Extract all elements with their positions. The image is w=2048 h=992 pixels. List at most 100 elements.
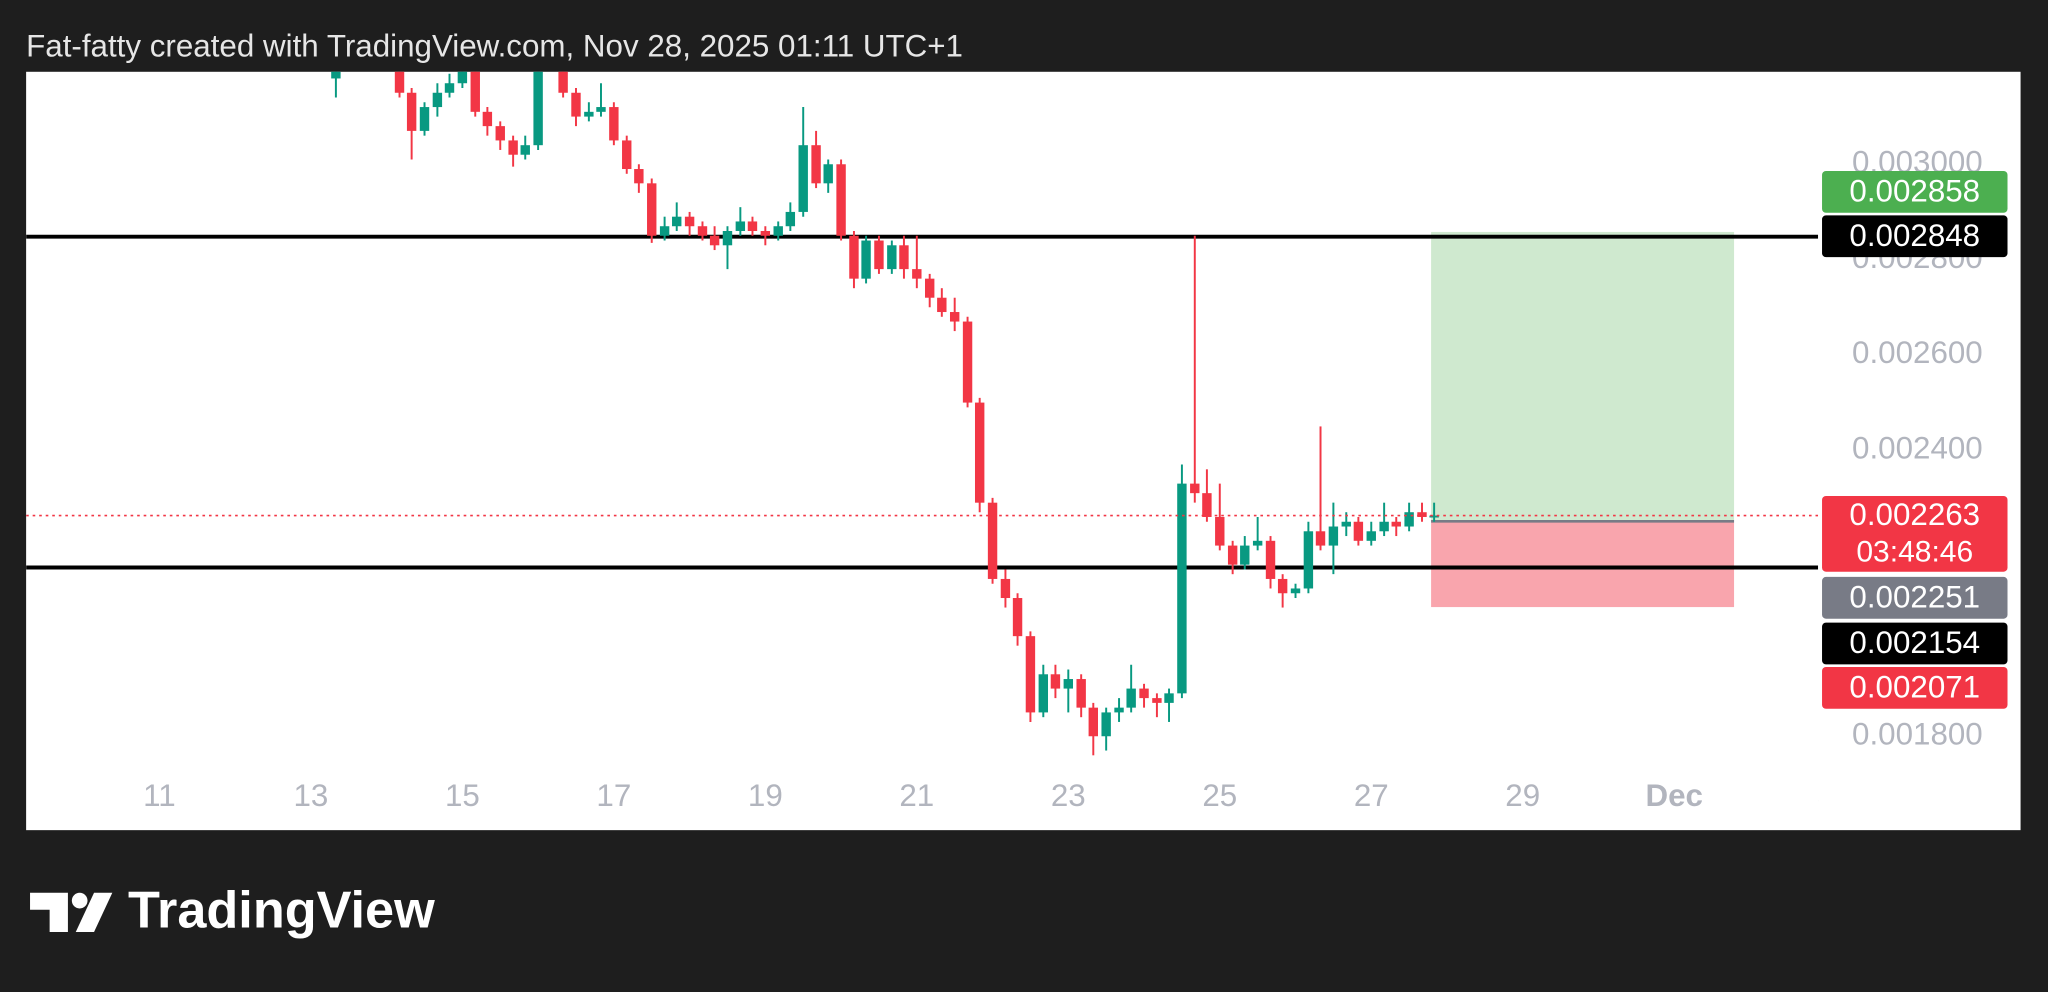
candle-body — [1277, 578, 1288, 594]
candle-body — [1353, 521, 1364, 541]
price-label-bg — [1822, 666, 2008, 709]
y-tick-label: 0.002400 — [1852, 431, 1983, 466]
candle-body — [470, 71, 480, 112]
candle-body — [1417, 512, 1427, 517]
price-label-bg — [1822, 215, 2008, 258]
logo-mark — [75, 892, 113, 932]
candle-body — [987, 502, 998, 579]
pane — [26, 71, 1819, 756]
candle-body — [622, 140, 632, 170]
candle-body — [684, 216, 695, 227]
x-tick-label: 3 — [1817, 778, 1834, 813]
candle-body — [1025, 636, 1036, 713]
price-label-bg — [1822, 622, 2008, 665]
x-tick-label: 11 — [143, 778, 176, 813]
candle-body — [823, 164, 833, 184]
price-label-bg — [1822, 576, 2008, 619]
last-price-label-bg — [1822, 496, 2008, 572]
x-axis: 11 13 15 17 19 21 23 25 27 29 Dec 3 — [143, 778, 1834, 813]
candle-body — [584, 111, 594, 117]
candle-body — [924, 278, 935, 298]
candle-body — [1101, 712, 1111, 737]
candle-body — [697, 226, 708, 236]
candle-body — [1177, 483, 1187, 694]
candle-body — [1088, 707, 1098, 737]
candle-body — [874, 240, 884, 270]
candle-body — [1215, 516, 1225, 546]
candle-body — [1252, 540, 1263, 546]
candle-body — [596, 107, 606, 112]
logo-mark — [30, 892, 68, 932]
candle-body — [709, 235, 720, 246]
last-price-label: 0.002263 — [1849, 497, 1980, 532]
candle-body — [1012, 598, 1023, 637]
candle-body — [457, 71, 468, 84]
candle-body — [520, 145, 530, 155]
candle-body — [1076, 679, 1086, 708]
candle-body — [1126, 688, 1136, 708]
price-label-bg — [1822, 170, 2008, 213]
candle-body — [811, 145, 821, 184]
candle-body — [937, 297, 947, 313]
price-label: 0.002251 — [1849, 579, 1980, 614]
x-tick-label: 19 — [748, 778, 783, 813]
candle-body — [331, 71, 341, 79]
candle-body — [785, 211, 796, 227]
candle-body — [1303, 531, 1314, 589]
candle-body — [1404, 512, 1414, 527]
logo-mark — [71, 892, 88, 909]
candle-body — [1379, 521, 1389, 532]
price-label: 0.002848 — [1849, 218, 1980, 253]
candle-body — [609, 107, 619, 141]
x-tick-label: 21 — [899, 778, 934, 813]
price-label: 0.002858 — [1849, 173, 1980, 208]
candle-body — [722, 230, 733, 246]
candle-body — [1063, 679, 1074, 689]
candle-body — [1315, 531, 1326, 546]
candle-body — [912, 269, 922, 279]
candle-body — [735, 221, 746, 231]
candle-body — [1152, 698, 1162, 703]
candle-body — [508, 140, 518, 155]
candle-body — [798, 145, 808, 212]
candle-body — [558, 71, 568, 93]
candle-body — [647, 183, 657, 236]
price-label: 0.002071 — [1849, 669, 1980, 704]
x-tick-label: 25 — [1202, 778, 1237, 813]
candle-body — [949, 312, 960, 322]
candle-body — [887, 245, 897, 270]
candle-body — [406, 92, 417, 131]
candle-body — [444, 83, 455, 93]
candle-body — [760, 230, 771, 236]
y-tick-label: 0.002600 — [1852, 335, 1983, 370]
candle-body — [419, 107, 430, 131]
logo: TradingView — [30, 881, 435, 939]
x-tick-label: 17 — [596, 778, 631, 813]
candle-body — [849, 235, 859, 279]
candle-body — [962, 321, 973, 403]
candle-body — [1328, 526, 1339, 546]
candle-body — [634, 169, 644, 184]
target-zone — [1431, 231, 1735, 522]
stop-zone — [1431, 521, 1735, 608]
x-tick-label: 15 — [445, 778, 480, 813]
candle-body — [482, 111, 493, 127]
candle-body — [495, 126, 505, 141]
candle-body — [1190, 483, 1200, 494]
candle-body — [747, 221, 758, 231]
candle-body — [1290, 588, 1301, 594]
candle-body — [659, 226, 670, 236]
header-text: Fat-fatty created with TradingView.com, … — [26, 29, 963, 64]
x-tick-label: 13 — [293, 778, 328, 813]
x-tick-label: 23 — [1051, 778, 1086, 813]
candle-body — [1240, 545, 1250, 565]
y-tick-label: 0.001800 — [1852, 717, 1983, 752]
price-label: 0.002154 — [1849, 625, 1980, 660]
candle-body — [571, 92, 581, 117]
candle-body — [1139, 688, 1149, 699]
price-axis: 0.0030000.0028000.0026000.0024000.001800… — [1822, 145, 2008, 752]
x-tick-label: 27 — [1354, 778, 1389, 813]
x-tick-label: 29 — [1505, 778, 1540, 813]
